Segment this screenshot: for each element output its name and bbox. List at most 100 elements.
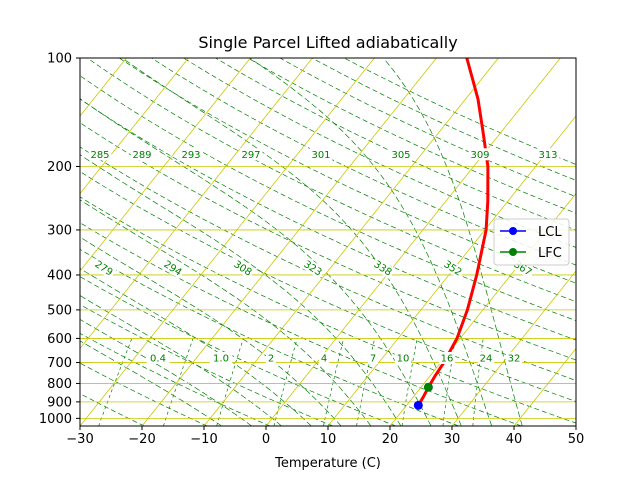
dry-adiabat-label: 313	[536, 148, 560, 161]
x-tick-label: 20	[382, 432, 399, 447]
moist-adiabat	[80, 340, 222, 426]
mixing-ratio-label: 7	[367, 352, 379, 365]
svg-text:32: 32	[508, 354, 521, 365]
axis-ticks: −30 −20 −10 0 10 20 30 40 5010020030040050060070…	[39, 52, 584, 448]
dry-adiabat	[80, 304, 333, 426]
mixing-ratio-label: 2	[265, 352, 277, 365]
y-tick-label: 100	[47, 52, 72, 67]
x-tick-label: −10	[190, 432, 217, 447]
svg-text:7: 7	[370, 354, 376, 365]
moist-adiabat	[80, 154, 402, 426]
y-tick-label: 400	[47, 268, 72, 283]
dry-adiabat	[80, 276, 396, 426]
legend: LCL LFC	[493, 218, 570, 266]
isotherm	[575, 425, 576, 426]
dry-adiabat	[80, 248, 459, 426]
isotherm	[203, 58, 499, 426]
lfc-marker	[423, 382, 433, 392]
mixing-ratio-line	[401, 338, 418, 426]
svg-text:313: 313	[538, 150, 557, 161]
y-tick-label: 900	[47, 395, 72, 410]
x-tick-label: 10	[320, 432, 337, 447]
moist-adiabat	[80, 268, 312, 426]
dry-adiabat	[80, 122, 576, 361]
y-tick-label: 800	[47, 377, 72, 392]
lcl-marker	[413, 400, 423, 410]
dry-adiabat-label: 289	[130, 148, 154, 161]
svg-text:24: 24	[480, 354, 493, 365]
mixing-ratio-label: 1.0	[209, 352, 233, 365]
svg-text:309: 309	[470, 150, 489, 161]
mixing-ratio-label: 0.4	[146, 352, 170, 365]
isotherm	[80, 58, 313, 350]
moist-adiabat	[383, 58, 523, 426]
dry-adiabat-label: 305	[389, 148, 413, 161]
dry-adiabat	[80, 393, 145, 426]
moist-adiabat-label: 294	[160, 256, 186, 280]
mixing-ratio-line	[273, 338, 298, 426]
mixing-ratio-label: 16	[438, 352, 456, 365]
isotherm	[80, 58, 251, 272]
y-tick-label: 300	[47, 223, 72, 238]
dry-adiabat	[215, 58, 576, 231]
dry-adiabat	[80, 75, 576, 322]
x-axis-label: Temperature (C)	[274, 456, 381, 471]
mixing-ratio-label: 10	[394, 352, 412, 365]
moist-adiabat-label: 338	[370, 256, 396, 280]
dry-adiabat	[80, 171, 576, 402]
isotherm	[327, 115, 576, 426]
dry-adiabat	[80, 222, 522, 426]
y-tick-label: 500	[47, 303, 72, 318]
moist-adiabat	[80, 295, 282, 426]
x-tick-label: −30	[66, 432, 93, 447]
moist-adiabat-label: 323	[300, 256, 326, 280]
dry-adiabat	[80, 332, 271, 426]
moist-adiabat-label: 279	[91, 256, 117, 280]
x-tick-label: 40	[506, 432, 523, 447]
svg-text:289: 289	[132, 150, 151, 161]
svg-text:305: 305	[391, 150, 410, 161]
dry-adiabat	[247, 58, 576, 214]
mixing-ratio-line	[472, 338, 484, 426]
parcel-profile-line	[417, 58, 490, 407]
x-tick-label: 0	[262, 432, 270, 447]
svg-text:10: 10	[397, 354, 410, 365]
isotherm	[141, 58, 437, 426]
svg-text:1.0: 1.0	[213, 354, 229, 365]
isotherm	[265, 58, 561, 426]
moist-adiabat-label: 308	[230, 256, 256, 280]
dry-adiabat	[183, 58, 576, 248]
isotherm	[80, 58, 189, 195]
dry-adiabat-label: 309	[468, 148, 492, 161]
y-tick-label: 200	[47, 160, 72, 175]
isotherm	[80, 58, 375, 426]
legend-entry-lfc: LFC	[500, 246, 562, 261]
dry-adiabat-label: 293	[179, 148, 203, 161]
moist-adiabat	[249, 58, 493, 426]
moist-adiabat	[80, 319, 252, 426]
legend-entry-lcl: LCL	[500, 225, 562, 240]
mixing-ratio-label: 32	[505, 352, 523, 365]
moist-adiabat	[121, 58, 462, 426]
dry-adiabat-label: 301	[309, 148, 333, 161]
svg-text:16: 16	[441, 354, 454, 365]
dry-adiabat	[151, 58, 576, 266]
isotherm	[451, 270, 576, 426]
mixing-ratio-line	[442, 338, 456, 426]
dry-adiabat	[279, 58, 576, 198]
svg-text:293: 293	[181, 150, 200, 161]
chart-title: Single Parcel Lifted adiabatically	[198, 33, 457, 52]
moist-adiabat	[80, 98, 432, 426]
dry-adiabat	[87, 58, 576, 303]
mixing-ratio-line	[216, 338, 244, 426]
svg-text:LCL: LCL	[538, 225, 562, 240]
y-tick-label: 600	[47, 332, 72, 347]
isotherm	[0, 58, 2, 426]
isotherm	[513, 347, 576, 426]
x-tick-label: −20	[128, 432, 155, 447]
x-tick-label: 30	[444, 432, 461, 447]
dry-adiabat-label: 285	[88, 148, 112, 161]
dry-adiabat-label: 297	[239, 148, 263, 161]
dry-adiabat	[80, 362, 208, 426]
